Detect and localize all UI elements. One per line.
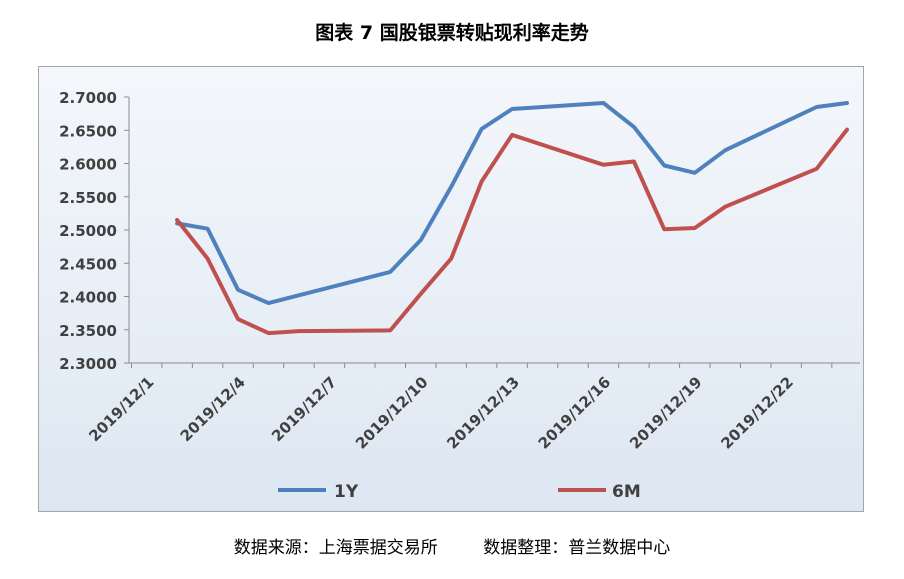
y-tick-label: 2.4000 [59,289,117,307]
y-tick-label: 2.6500 [59,122,117,140]
y-tick-label: 2.5000 [59,222,117,240]
y-tick-label: 2.3000 [59,355,117,373]
x-tick-label: 2019/12/13 [443,373,523,453]
x-tick-label: 2019/12/4 [177,373,249,445]
source-footer: 数据来源：上海票据交易所 数据整理：普兰数据中心 [0,533,904,558]
chart-title: 图表 7 国股银票转贴现利率走势 [315,22,589,44]
x-tick-label: 2019/12/19 [626,373,706,453]
data-compiled-text: 数据整理：普兰数据中心 [483,538,671,558]
y-tick-label: 2.4500 [59,255,117,273]
legend: 1Y 6M [278,482,641,502]
y-tick-label: 2.3500 [59,322,117,340]
legend-label-6m: 6M [612,482,641,502]
y-tick-label: 2.6000 [59,156,117,174]
legend-label-1y: 1Y [334,482,359,502]
y-axis: 2.3000 2.3500 2.4000 2.4500 2.5000 2.5500 2.60… [59,89,130,373]
x-tick-label: 2019/12/22 [717,373,797,453]
series-lines [175,101,849,336]
series-line-1y [175,101,849,306]
x-tick-label: 2019/12/10 [352,373,432,453]
y-tick-label: 2.7000 [59,89,117,107]
x-tick-label: 2019/12/16 [535,373,615,453]
x-tick-label: 2019/12/1 [85,373,157,445]
chart-area [38,66,864,512]
data-source-text: 数据来源：上海票据交易所 [233,538,438,558]
x-tick-label: 2019/12/7 [268,373,340,445]
y-tick-label: 2.5500 [59,189,117,207]
x-axis: 2019/12/1 2019/12/4 2019/12/7 2019/12/10 201… [85,362,860,453]
